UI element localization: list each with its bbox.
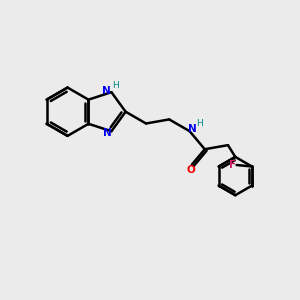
Text: N: N — [103, 128, 111, 138]
Text: H: H — [196, 119, 202, 128]
Text: F: F — [229, 160, 236, 170]
Text: N: N — [102, 86, 110, 96]
Text: H: H — [112, 81, 119, 90]
Text: O: O — [186, 165, 195, 175]
Text: N: N — [188, 124, 197, 134]
